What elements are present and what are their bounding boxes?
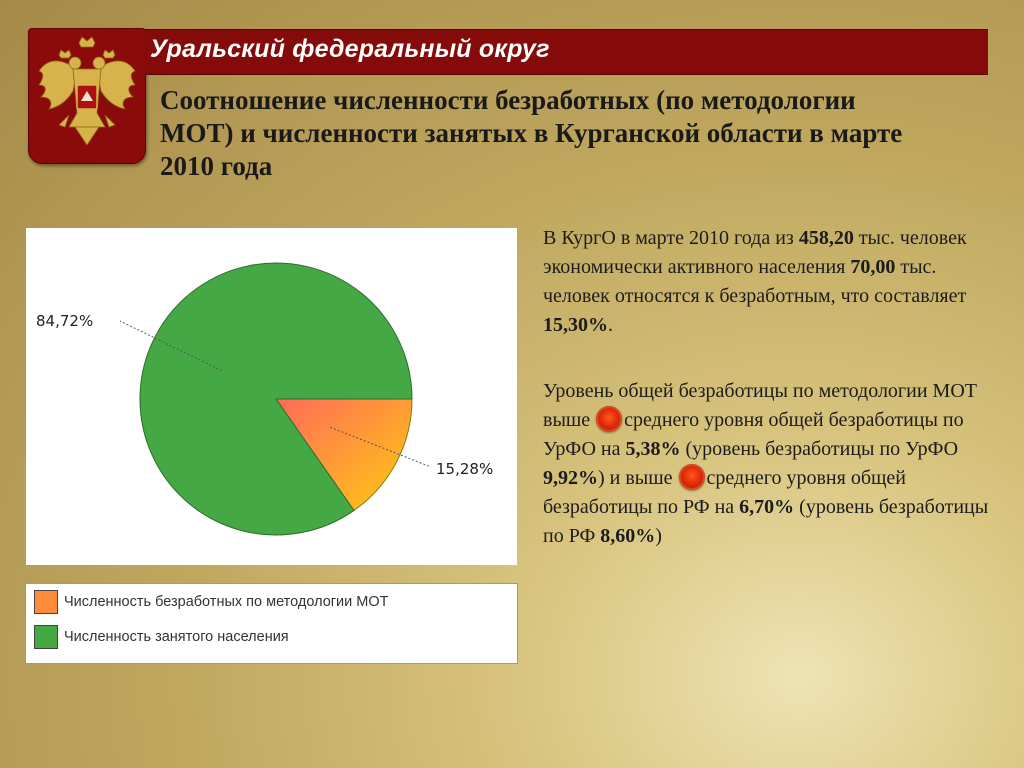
info-paragraph-1: В КургО в марте 2010 года из 458,20 тыс.… [543, 224, 1003, 340]
urfo-rate-value: 9,92% [543, 467, 598, 489]
legend-item-unemployed: Численность безработных по методологии М… [34, 590, 389, 614]
region-banner: Уральский федеральный округ [144, 29, 988, 75]
text-fragment: Уровень общей безработицы по методологии… [543, 380, 977, 431]
data-label-employed: 84,72% [36, 312, 93, 330]
rf-diff-value: 6,70% [739, 496, 795, 518]
pie-slice-employed [139, 262, 413, 536]
leader-line [119, 320, 222, 372]
coat-of-arms-icon [28, 28, 146, 164]
text-fragment: тыс. человек относятся к безработным, чт… [543, 256, 967, 307]
text-fragment: . [608, 314, 613, 336]
pie-slice-unemployed [275, 398, 413, 512]
text-fragment: среднего уровня общей безработицы по РФ … [543, 467, 906, 518]
legend-label-employed: Численность занятого населения [64, 629, 289, 645]
text-fragment: (уровень безработицы по РФ [543, 496, 989, 547]
pie-chart: 15,28% 84,72% [36, 262, 493, 536]
legend-item-employed: Численность занятого населения [34, 625, 289, 649]
unemployment-rate-value: 15,30% [543, 314, 608, 336]
unemployed-value: 70,00 [850, 256, 896, 278]
legend-swatch-employed [34, 625, 58, 649]
text-fragment: В КургО в марте 2010 года из [543, 227, 799, 249]
legend-swatch-unemployed [34, 590, 58, 614]
text-fragment: ) и выше [598, 467, 673, 489]
info-paragraph-2: Уровень общей безработицы по методологии… [543, 377, 1003, 551]
active-population-value: 458,20 [798, 227, 854, 249]
rf-rate-value: 8,60% [600, 525, 656, 547]
urfo-diff-value: 5,38% [625, 438, 681, 460]
page-title: Соотношение численности безработных (по … [160, 85, 903, 181]
text-fragment: среднего уровня общей безработицы по УрФ… [543, 409, 964, 460]
text-fragment: (уровень безработицы по УрФО [680, 438, 959, 460]
red-circle-bullet-icon [596, 406, 623, 432]
data-label-unemployed: 15,28% [436, 460, 493, 478]
chart-legend: Численность безработных по методологии М… [25, 583, 518, 664]
legend-label-unemployed: Численность безработных по методологии М… [64, 594, 389, 610]
pie-chart-panel: 15,28% 84,72% [26, 228, 517, 565]
region-title: Уральский федеральный округ [150, 35, 550, 63]
red-circle-bullet-icon [678, 464, 705, 490]
text-fragment: ) [655, 525, 662, 547]
text-fragment: тыс. человек экономически активного насе… [543, 227, 967, 278]
